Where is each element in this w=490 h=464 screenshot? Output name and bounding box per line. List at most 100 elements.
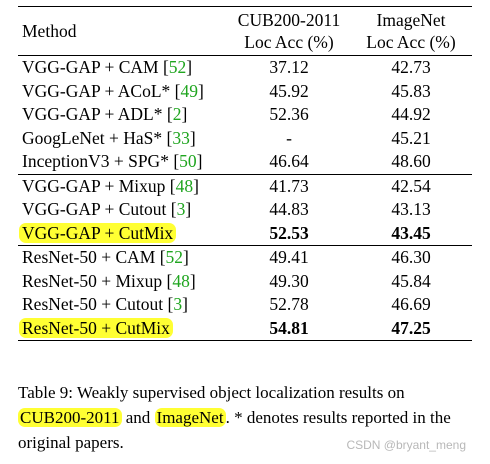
method-label: GoogLeNet + HaS* [33] [22, 127, 196, 148]
cell-cub-acc: 49.41 [269, 247, 309, 267]
header-imagenet-line2: Loc Acc (%) [366, 32, 456, 52]
header-imagenet: ImageNet Loc Acc (%) [350, 7, 472, 56]
method-label: ResNet-50 + Cutout [3] [22, 294, 188, 314]
cell-method: VGG-GAP + CutMix [18, 222, 228, 246]
table-row: VGG-GAP + CutMix 52.53 43.45 [18, 222, 472, 246]
cell-method: VGG-GAP + Mixup [48] [18, 174, 228, 198]
cell-imagenet-acc: 43.13 [391, 199, 431, 219]
caption-text-1: Table 9: Weakly supervised object locali… [18, 383, 405, 402]
cell-method: VGG-GAP + ADL* [2] [18, 103, 228, 127]
method-text: VGG-GAP + Mixup [22, 175, 170, 196]
cell-method: InceptionV3 + SPG* [50] [18, 150, 228, 174]
method-label: VGG-GAP + ADL* [2] [22, 104, 188, 124]
table-row: ResNet-50 + CAM [52] 49.41 46.30 [18, 245, 472, 270]
method-text: VGG-GAP + ACoL* [22, 80, 175, 101]
cell-cub-acc: 52.78 [269, 294, 309, 314]
cell-method: ResNet-50 + Mixup [48] [18, 270, 228, 294]
caption-highlight-cub: CUB200-2011 [18, 408, 122, 427]
method-text: VGG-GAP + ADL* [22, 104, 167, 124]
results-table-container: Method CUB200-2011 Loc Acc (%) ImageNet … [18, 6, 472, 341]
method-text: InceptionV3 + SPG* [22, 151, 174, 171]
citation-link[interactable]: 33 [172, 127, 190, 148]
caption-text-2: and [121, 408, 155, 427]
table-row: VGG-GAP + ADL* [2] 52.36 44.92 [18, 103, 472, 127]
cell-method: ResNet-50 + Cutout [3] [18, 293, 228, 317]
citation-link[interactable]: 3 [173, 294, 183, 314]
method-text: ResNet-50 + CAM [22, 247, 160, 267]
table-row: InceptionV3 + SPG* [50] 46.64 48.60 [18, 150, 472, 174]
caption-highlight-imagenet: ImageNet [154, 408, 226, 427]
cell-imagenet-acc: 44.92 [391, 104, 431, 124]
table-body: VGG-GAP + CAM [52] 37.12 42.73 VGG-GAP + AC… [18, 55, 472, 341]
table-row: GoogLeNet + HaS* [33] - 45.21 [18, 127, 472, 151]
table-row: VGG-GAP + Cutout [3] 44.83 43.13 [18, 198, 472, 222]
method-text: ResNet-50 + Mixup [22, 270, 167, 291]
cell-imagenet-acc: 45.83 [391, 80, 431, 101]
cell-imagenet-acc: 43.45 [391, 222, 431, 243]
cell-imagenet-acc: 45.84 [391, 270, 431, 291]
cell-imagenet-acc: 42.73 [391, 57, 431, 77]
cell-method: VGG-GAP + Cutout [3] [18, 198, 228, 222]
method-label: VGG-GAP + Cutout [3] [22, 199, 192, 219]
method-label: VGG-GAP + CAM [52] [22, 57, 193, 77]
method-text: VGG-GAP + CAM [22, 57, 163, 77]
citation-link[interactable]: 3 [176, 199, 186, 219]
table-row: ResNet-50 + Mixup [48] 49.30 45.84 [18, 270, 472, 294]
table-caption: Table 9: Weakly supervised object locali… [18, 380, 472, 455]
method-label: ResNet-50 + Mixup [48] [22, 270, 196, 291]
caption-text-3: . * denotes results reported in the orig… [18, 408, 451, 452]
table-row: VGG-GAP + ACoL* [49] 45.92 45.83 [18, 80, 472, 104]
citation-link[interactable]: 48 [172, 270, 190, 291]
header-cub: CUB200-2011 Loc Acc (%) [228, 7, 350, 56]
watermark: CSDN @bryant_meng [346, 438, 466, 452]
citation-link[interactable]: 52 [165, 247, 184, 267]
cell-cub-acc: 54.81 [269, 317, 309, 338]
header-cub-line2: Loc Acc (%) [244, 32, 334, 52]
method-text: VGG-GAP + Cutout [22, 199, 171, 219]
cell-imagenet-acc: 48.60 [391, 151, 431, 171]
cell-cub-acc: 52.53 [269, 222, 309, 243]
table-header: Method CUB200-2011 Loc Acc (%) ImageNet … [18, 6, 472, 56]
table-row: ResNet-50 + CutMix 54.81 47.25 [18, 317, 472, 341]
cell-imagenet-acc: 45.21 [391, 127, 431, 148]
cell-cub-acc: 41.73 [269, 175, 309, 196]
table-row: ResNet-50 + Cutout [3] 52.78 46.69 [18, 293, 472, 317]
cell-imagenet-acc: 46.69 [391, 294, 431, 314]
method-label: InceptionV3 + SPG* [50] [22, 151, 203, 171]
citation-link[interactable]: 50 [179, 151, 197, 171]
cell-method: VGG-GAP + ACoL* [49] [18, 80, 228, 104]
method-text: ResNet-50 + Cutout [22, 294, 168, 314]
table-row: VGG-GAP + Mixup [48] 41.73 42.54 [18, 174, 472, 198]
method-text: VGG-GAP + CutMix [22, 222, 174, 243]
header-cub-line1: CUB200-2011 [237, 10, 341, 30]
cell-method: ResNet-50 + CAM [52] [18, 246, 228, 270]
localization-results-table: Method CUB200-2011 Loc Acc (%) ImageNet … [18, 6, 472, 341]
method-text: ResNet-50 + CutMix [22, 317, 170, 338]
method-highlight: ResNet-50 + CutMix [19, 317, 173, 338]
citation-link[interactable]: 2 [172, 104, 182, 124]
cell-cub-acc: 37.12 [269, 57, 309, 77]
cell-method: VGG-GAP + CAM [52] [18, 56, 228, 80]
cell-cub-acc: - [286, 127, 292, 148]
citation-link[interactable]: 52 [168, 57, 187, 77]
method-label: ResNet-50 + CAM [52] [22, 247, 189, 267]
method-label: VGG-GAP + ACoL* [49] [22, 80, 204, 101]
header-method: Method [22, 21, 77, 41]
cell-cub-acc: 46.64 [269, 151, 309, 171]
cell-imagenet-acc: 42.54 [391, 175, 431, 196]
cell-cub-acc: 49.30 [269, 270, 309, 291]
cell-imagenet-acc: 47.25 [391, 317, 431, 338]
cell-cub-acc: 44.83 [269, 199, 309, 219]
cell-imagenet-acc: 46.30 [391, 247, 431, 267]
cell-cub-acc: 52.36 [269, 104, 309, 124]
cell-cub-acc: 45.92 [269, 80, 309, 101]
table-row: VGG-GAP + CAM [52] 37.12 42.73 [18, 55, 472, 80]
method-highlight: VGG-GAP + CutMix [19, 222, 177, 243]
header-row: Method CUB200-2011 Loc Acc (%) ImageNet … [18, 6, 472, 56]
method-label: VGG-GAP + Mixup [48] [22, 175, 199, 196]
citation-link[interactable]: 49 [180, 80, 198, 101]
header-imagenet-line1: ImageNet [376, 10, 446, 30]
citation-link[interactable]: 48 [175, 175, 194, 196]
method-text: GoogLeNet + HaS* [22, 127, 167, 148]
cell-method: GoogLeNet + HaS* [33] [18, 127, 228, 151]
